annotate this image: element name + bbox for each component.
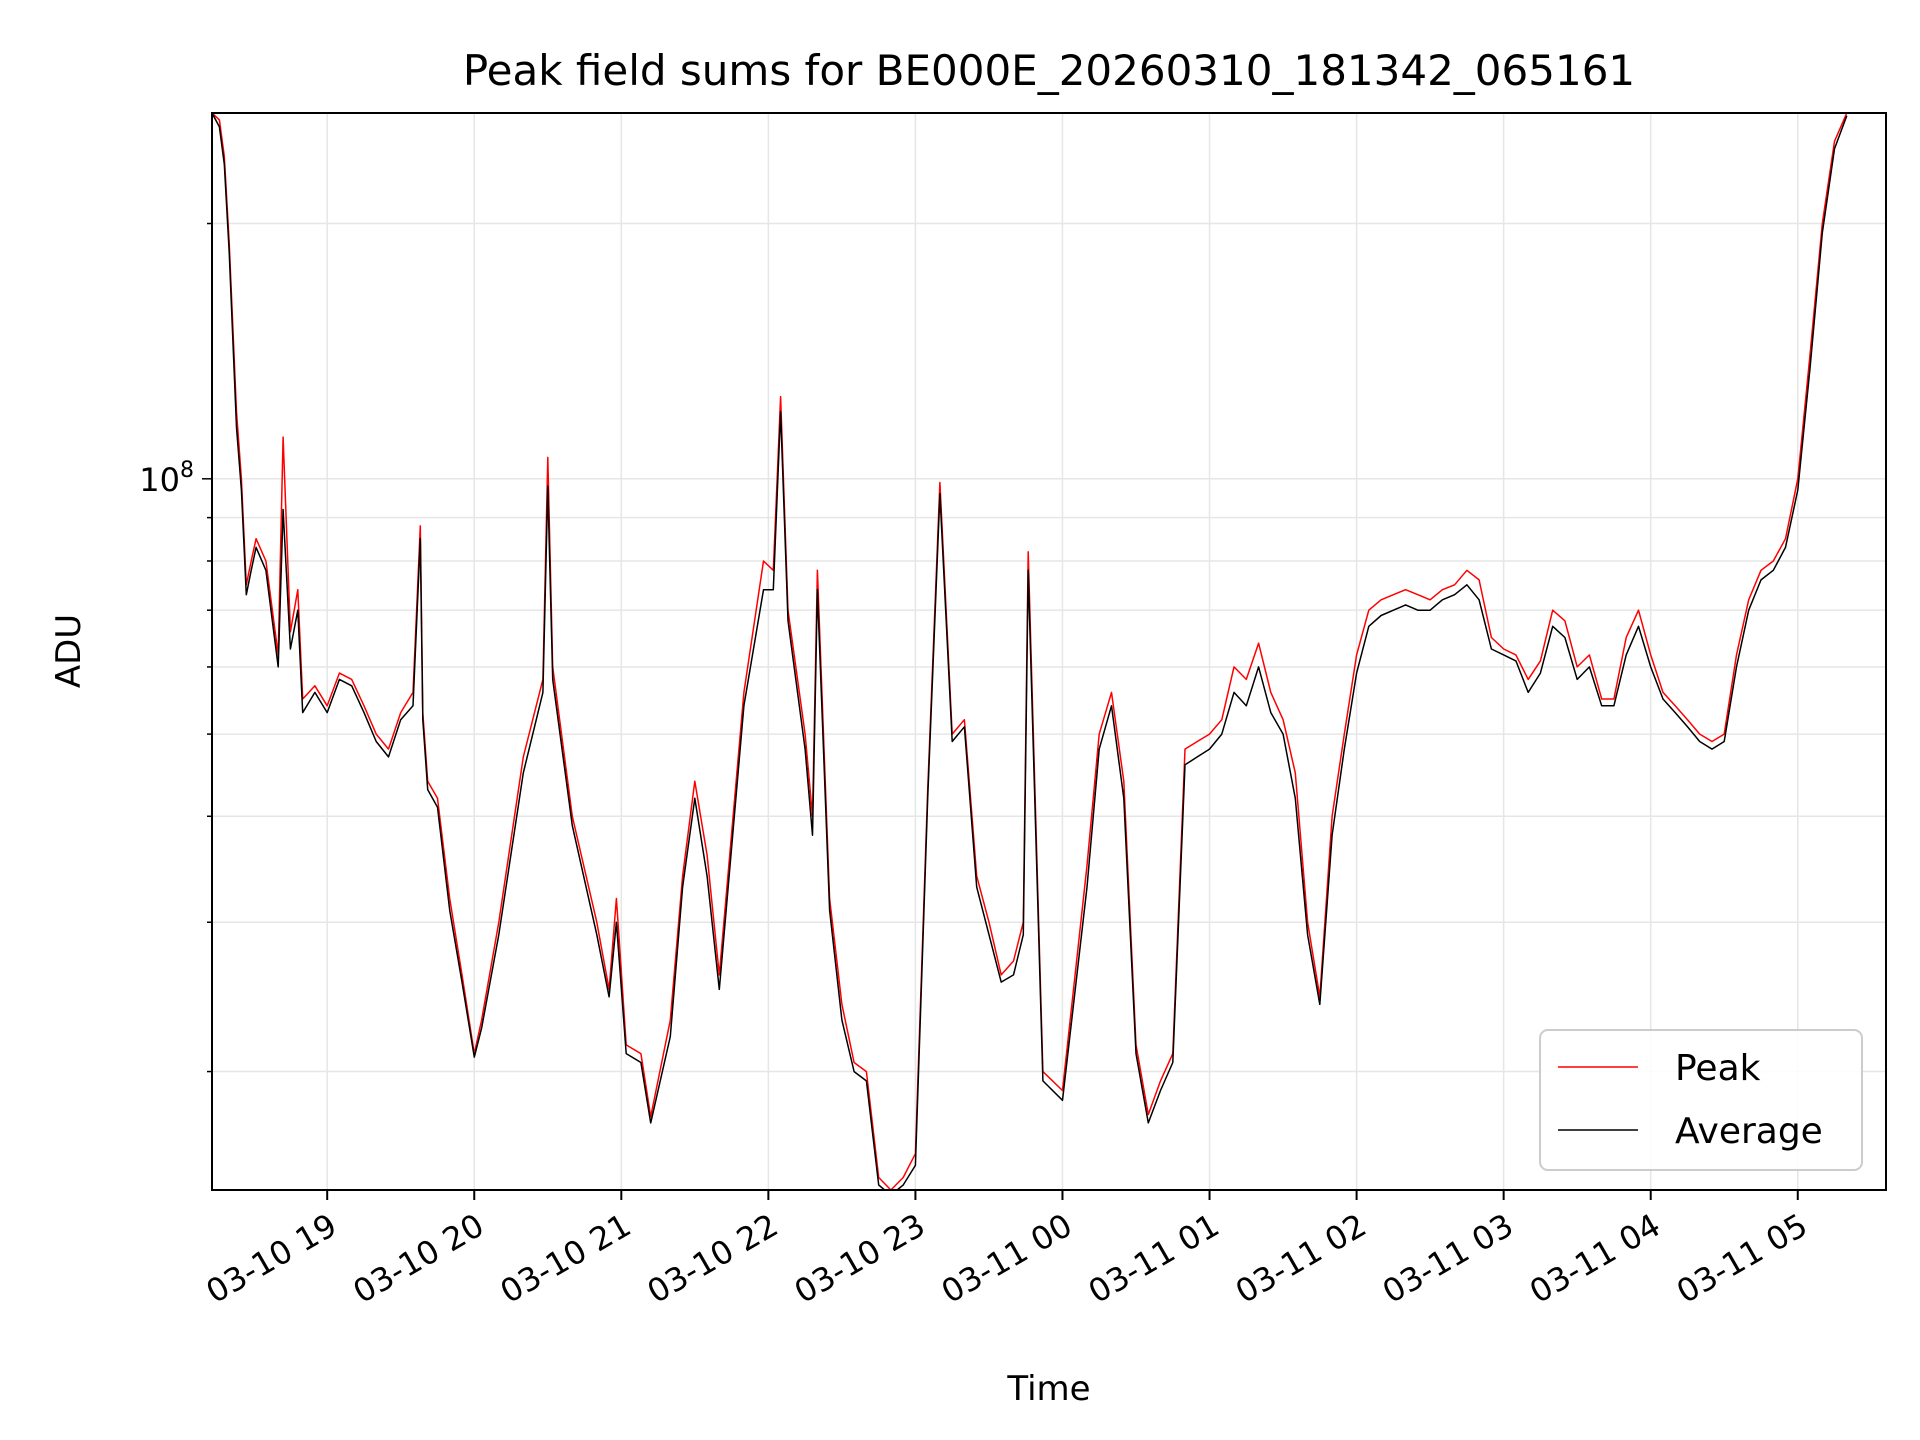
y-axis-label: ADU <box>49 614 89 688</box>
chart-title: Peak field sums for BE000E_20260310_1813… <box>463 46 1635 95</box>
legend: Peak Average <box>1539 1029 1863 1171</box>
y-tick-label: 108 <box>139 458 194 499</box>
plot-frame <box>211 112 1887 1191</box>
series-line-average <box>212 113 1848 1190</box>
y-axis-ticks: 108 <box>139 222 212 1073</box>
x-axis-label: Time <box>1006 1369 1090 1409</box>
legend-label-average: Average <box>1675 1111 1823 1152</box>
plot-lines <box>212 113 1848 1190</box>
legend-box <box>1539 1029 1863 1171</box>
legend-label-peak: Peak <box>1675 1048 1761 1089</box>
grid-lines <box>212 113 1886 1190</box>
